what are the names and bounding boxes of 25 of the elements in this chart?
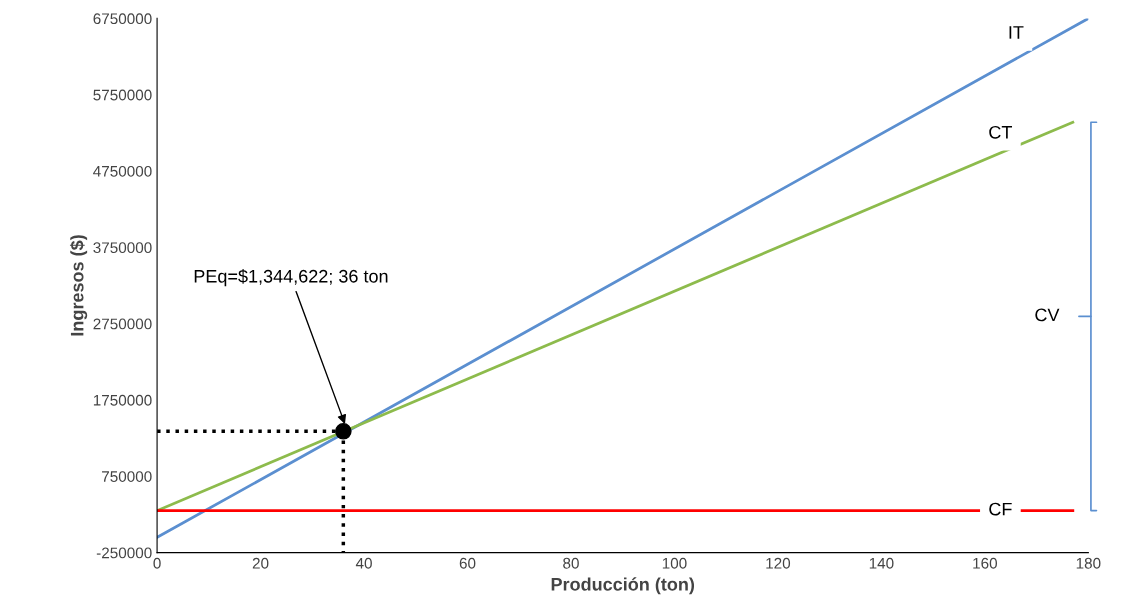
- x-tick-label: 0: [153, 557, 161, 569]
- x-tick-label: 20: [252, 557, 269, 569]
- x-tick-label: 160: [973, 557, 998, 569]
- x-tick-label: 140: [869, 557, 894, 569]
- annotation: PEq=$1,344,622; 36 ton: [194, 269, 388, 287]
- y-axis-title: Ingresos ($): [69, 235, 88, 336]
- y-tick-label: 3750000: [93, 242, 152, 254]
- x-tick-label: 100: [662, 557, 687, 569]
- x-tick-label: 40: [355, 557, 372, 569]
- series-label: IT: [1009, 26, 1024, 39]
- annotation: CV: [1035, 308, 1060, 322]
- y-tick-label: 6750000: [93, 13, 152, 25]
- y-tick-label: 750000: [102, 471, 152, 482]
- y-tick-label: 5750000: [93, 89, 152, 101]
- series-label: CT: [989, 125, 1013, 139]
- x-axis-title: Producción (ton): [551, 577, 695, 595]
- x-tick-label: 120: [766, 557, 791, 569]
- x-tick-label: 60: [459, 557, 476, 569]
- y-tick-label: 4750000: [93, 165, 152, 177]
- y-tick-label: -250000: [96, 547, 152, 559]
- x-tick-label: 80: [563, 557, 579, 569]
- series-label: CF: [989, 502, 1012, 516]
- y-tick-label: 1750000: [93, 394, 152, 406]
- x-tick-label: 180: [1076, 557, 1101, 569]
- y-tick-label: 2750000: [93, 318, 152, 330]
